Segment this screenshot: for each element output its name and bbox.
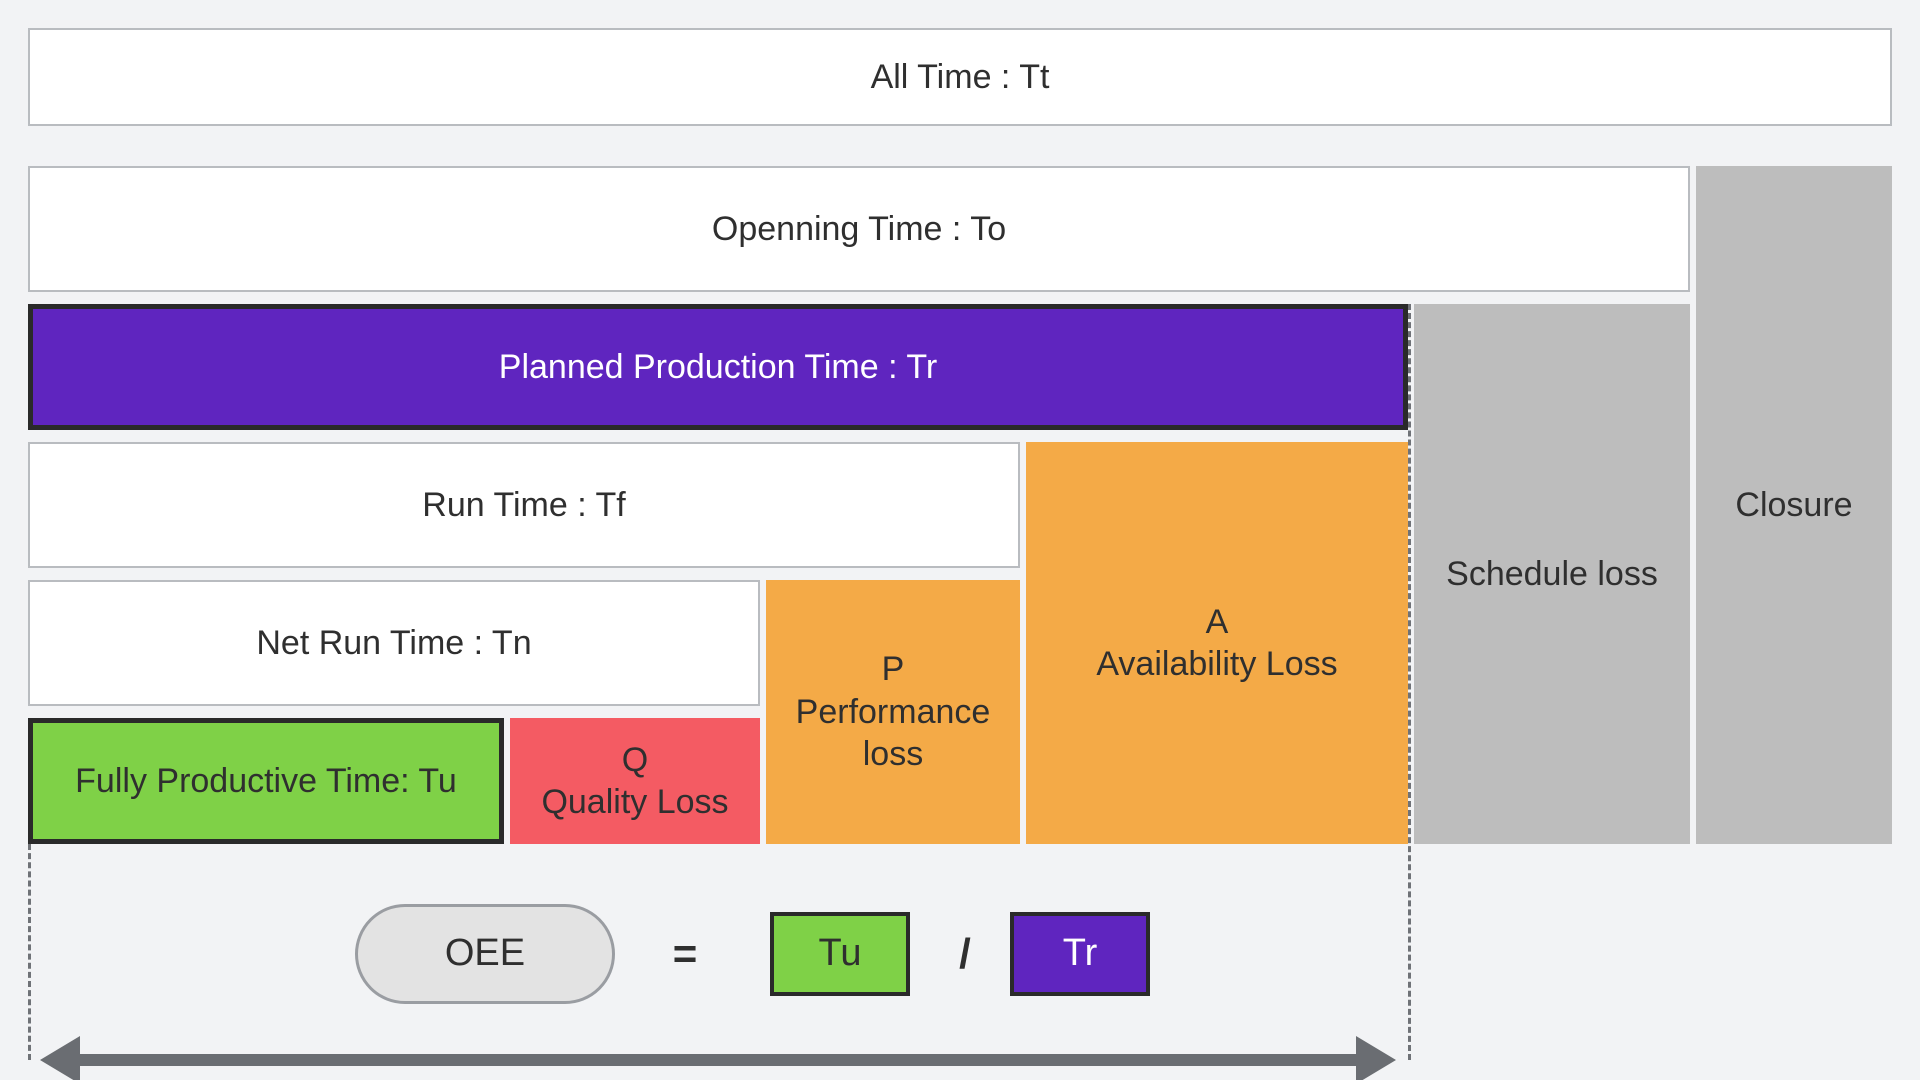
formula-equals-text: = [673, 928, 698, 981]
bar-closure: Closure [1696, 166, 1892, 844]
bar-performance-loss-line2: Performance [796, 691, 991, 734]
bar-fully-productive-time: Fully Productive Time: Tu [28, 718, 504, 844]
formula-slash: / [940, 904, 990, 1004]
formula-oee-pill: OEE [355, 904, 615, 1004]
span-arrow-head-left [40, 1036, 80, 1080]
formula-equals: = [655, 904, 715, 1004]
span-arrow-head-right [1356, 1036, 1396, 1080]
bar-availability-loss-line1: A [1096, 601, 1337, 644]
bar-performance-loss-text: P Performance loss [796, 648, 991, 776]
bar-run-time-label: Run Time : Tf [422, 484, 625, 527]
bar-quality-loss: Q Quality Loss [510, 718, 760, 844]
bar-fully-productive-time-label: Fully Productive Time: Tu [75, 760, 457, 803]
formula-tr-box: Tr [1010, 912, 1150, 996]
bar-schedule-loss-label: Schedule loss [1446, 553, 1658, 596]
bar-planned-production-time: Planned Production Time : Tr [28, 304, 1408, 430]
formula-slash-text: / [959, 928, 971, 981]
bar-availability-loss-text: A Availability Loss [1096, 601, 1337, 686]
bar-performance-loss-line3: loss [796, 733, 991, 776]
bar-planned-production-time-label: Planned Production Time : Tr [499, 346, 937, 389]
bar-net-run-time-label: Net Run Time : Tn [256, 622, 531, 665]
bar-opening-time: Openning Time : To [28, 166, 1690, 292]
bar-net-run-time: Net Run Time : Tn [28, 580, 760, 706]
bar-quality-loss-line1: Q [541, 739, 728, 782]
guide-line-left [28, 844, 31, 1060]
bar-opening-time-label: Openning Time : To [712, 208, 1006, 251]
bar-availability-loss-line2: Availability Loss [1096, 643, 1337, 686]
span-arrow-line [76, 1054, 1360, 1066]
bar-performance-loss: P Performance loss [766, 580, 1020, 844]
bar-schedule-loss: Schedule loss [1414, 304, 1690, 844]
bar-closure-label: Closure [1735, 484, 1852, 527]
formula-tr-label: Tr [1063, 930, 1097, 978]
guide-line-right [1408, 304, 1411, 1060]
bar-run-time: Run Time : Tf [28, 442, 1020, 568]
bar-performance-loss-line1: P [796, 648, 991, 691]
bar-all-time: All Time : Tt [28, 28, 1892, 126]
bar-quality-loss-text: Q Quality Loss [541, 739, 728, 824]
bar-quality-loss-line2: Quality Loss [541, 781, 728, 824]
formula-tu-label: Tu [819, 930, 862, 978]
oee-diagram: All Time : Tt Openning Time : To Closure… [0, 0, 1920, 1080]
formula-tu-box: Tu [770, 912, 910, 996]
bar-all-time-label: All Time : Tt [871, 56, 1050, 99]
bar-availability-loss: A Availability Loss [1026, 442, 1408, 844]
formula-oee-label: OEE [445, 930, 525, 978]
